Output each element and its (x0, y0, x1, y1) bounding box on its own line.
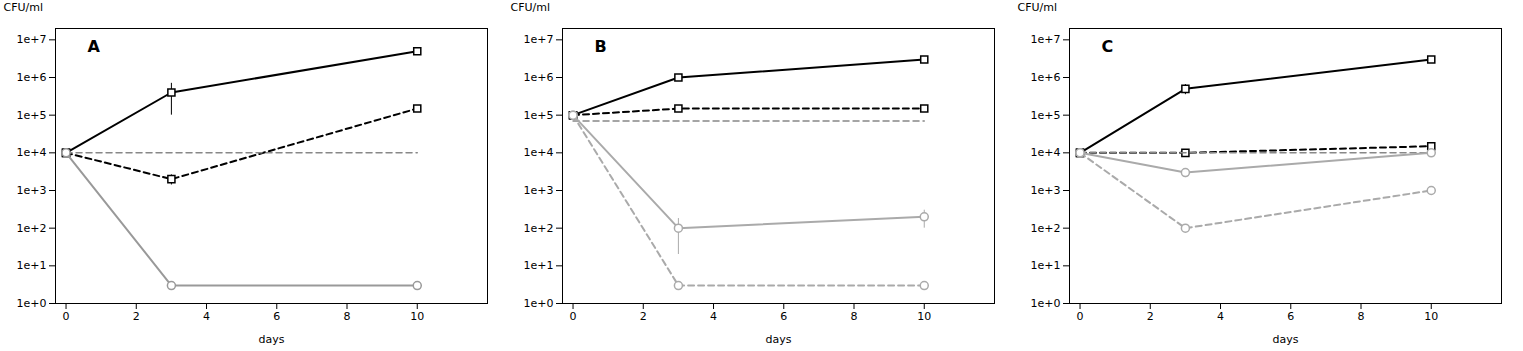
svg-text:CFU/ml: CFU/ml (1018, 1, 1058, 14)
svg-text:8: 8 (344, 310, 351, 323)
svg-text:2: 2 (133, 310, 140, 323)
svg-text:1e+2: 1e+2 (524, 222, 554, 235)
svg-text:CFU/ml: CFU/ml (511, 1, 551, 14)
svg-text:6: 6 (1287, 310, 1294, 323)
svg-text:2: 2 (640, 310, 647, 323)
svg-text:1e+2: 1e+2 (17, 222, 47, 235)
svg-text:2: 2 (1147, 310, 1154, 323)
svg-text:0: 0 (63, 310, 70, 323)
svg-text:CFU/ml: CFU/ml (4, 1, 44, 14)
svg-text:6: 6 (780, 310, 787, 323)
svg-text:1e+4: 1e+4 (524, 146, 554, 159)
svg-text:days: days (259, 333, 285, 346)
svg-text:1e+6: 1e+6 (1031, 71, 1061, 84)
svg-text:10: 10 (410, 310, 424, 323)
svg-text:1e+1: 1e+1 (17, 259, 47, 272)
svg-text:1e+6: 1e+6 (17, 71, 47, 84)
svg-text:1e+3: 1e+3 (17, 184, 47, 197)
svg-text:1e+7: 1e+7 (1031, 33, 1061, 46)
svg-text:B: B (595, 37, 607, 56)
svg-text:1e+6: 1e+6 (524, 71, 554, 84)
svg-text:days: days (1273, 333, 1299, 346)
svg-text:1e+0: 1e+0 (524, 297, 554, 310)
svg-text:A: A (88, 37, 101, 56)
svg-text:1e+4: 1e+4 (1031, 146, 1061, 159)
svg-text:6: 6 (273, 310, 280, 323)
svg-text:4: 4 (710, 310, 717, 323)
svg-text:1e+3: 1e+3 (524, 184, 554, 197)
svg-text:8: 8 (851, 310, 858, 323)
svg-text:1e+5: 1e+5 (1031, 109, 1061, 122)
svg-text:8: 8 (1358, 310, 1365, 323)
svg-text:4: 4 (1217, 310, 1224, 323)
svg-text:1e+5: 1e+5 (17, 109, 47, 122)
svg-text:1e+1: 1e+1 (524, 259, 554, 272)
svg-text:C: C (1102, 37, 1114, 56)
svg-text:0: 0 (1077, 310, 1084, 323)
svg-text:1e+7: 1e+7 (524, 33, 554, 46)
svg-text:1e+0: 1e+0 (1031, 297, 1061, 310)
svg-text:1e+3: 1e+3 (1031, 184, 1061, 197)
svg-text:0: 0 (570, 310, 577, 323)
svg-text:1e+5: 1e+5 (524, 109, 554, 122)
svg-text:1e+4: 1e+4 (17, 146, 47, 159)
svg-text:10: 10 (1424, 310, 1438, 323)
svg-text:1e+0: 1e+0 (17, 297, 47, 310)
svg-text:days: days (766, 333, 792, 346)
svg-text:1e+1: 1e+1 (1031, 259, 1061, 272)
svg-text:1e+7: 1e+7 (17, 33, 47, 46)
svg-text:4: 4 (203, 310, 210, 323)
svg-text:1e+2: 1e+2 (1031, 222, 1061, 235)
svg-text:10: 10 (917, 310, 931, 323)
